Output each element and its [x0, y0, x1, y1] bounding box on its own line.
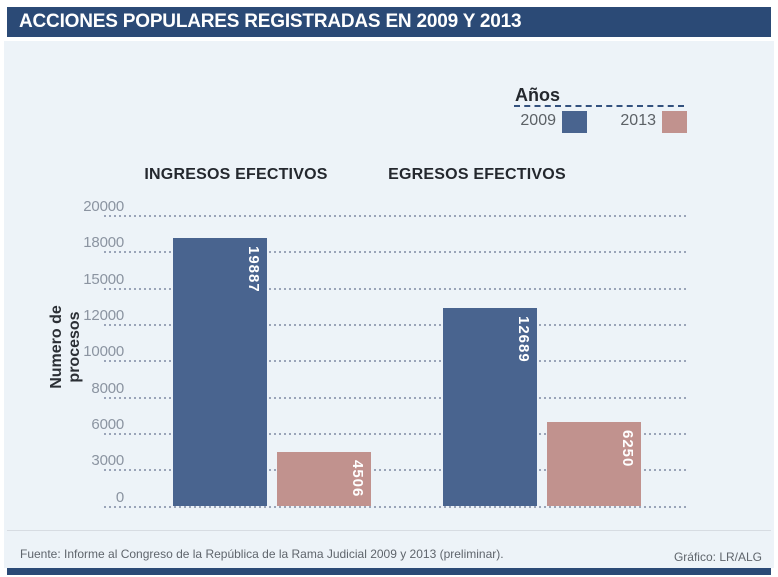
legend-label-2009: 2009	[520, 112, 556, 129]
bar-value-label: 12689	[515, 316, 532, 363]
gridline-20000	[104, 215, 688, 217]
y-tick-label: 10000	[83, 343, 124, 360]
footer-divider	[7, 530, 771, 531]
bottom-accent-bar	[7, 568, 771, 575]
bar-value-label: 19887	[245, 246, 262, 293]
bar-ingresos-2009: 19887	[173, 238, 267, 506]
y-tick-label: 8000	[91, 380, 124, 397]
legend-title: Años	[515, 85, 560, 105]
bar-value-label: 4506	[349, 460, 366, 498]
y-tick-label: 18000	[83, 234, 124, 251]
gridline-0	[104, 506, 688, 508]
graphic-credit: Gráfico: LR/ALG	[673, 550, 762, 564]
y-tick-label: 20000	[83, 198, 124, 215]
category-title-egresos: EGRESOS EFECTIVOS	[388, 166, 566, 183]
bar-ingresos-2013: 4506	[277, 452, 371, 506]
legend-label-2013: 2013	[620, 112, 656, 129]
chart-panel	[4, 41, 774, 568]
legend-swatch-2013	[662, 111, 687, 133]
page-title: ACCIONES POPULARES REGISTRADAS EN 2009 Y…	[7, 7, 771, 37]
gridline-10000	[104, 360, 688, 362]
category-title-ingresos: INGRESOS EFECTIVOS	[144, 166, 328, 183]
legend-swatch-2009	[562, 111, 587, 133]
source-note: Fuente: Informe al Congreso de la Repúbl…	[20, 547, 504, 561]
gridline-6000	[104, 433, 688, 435]
y-tick-label: 6000	[91, 416, 124, 433]
gridline-8000	[104, 397, 688, 399]
gridline-3000	[104, 469, 688, 471]
legend-divider	[514, 105, 684, 107]
y-tick-label: 0	[115, 489, 124, 506]
gridline-18000	[104, 251, 688, 253]
y-tick-label: 12000	[83, 307, 124, 324]
bar-egresos-2013: 6250	[547, 422, 641, 506]
bar-egresos-2009: 12689	[443, 308, 537, 506]
gridline-12000	[104, 324, 688, 326]
y-tick-label: 15000	[83, 271, 124, 288]
gridline-15000	[104, 288, 688, 290]
bar-value-label: 6250	[619, 430, 636, 468]
y-tick-label: 3000	[91, 452, 124, 469]
